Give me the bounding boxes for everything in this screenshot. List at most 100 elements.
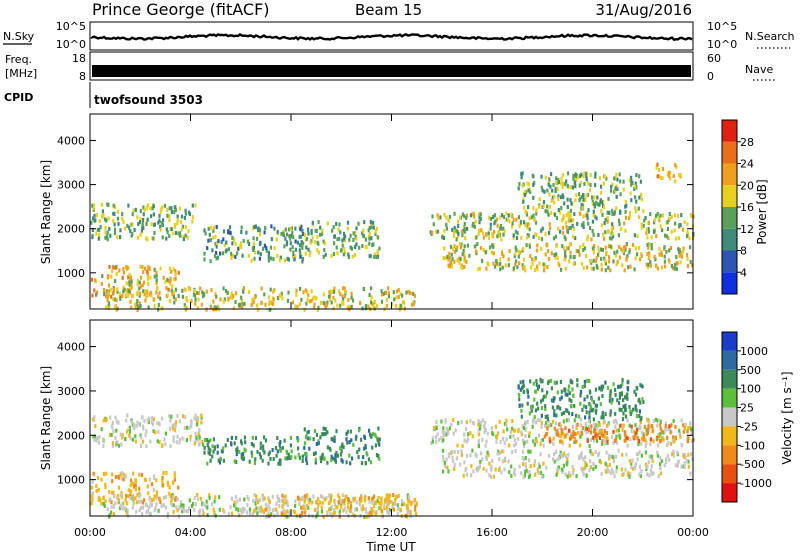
velocity-cell bbox=[528, 411, 531, 416]
velocity-cell bbox=[358, 428, 361, 433]
power-cell bbox=[616, 259, 619, 264]
power-cell bbox=[368, 226, 371, 230]
velocity-cell bbox=[367, 457, 370, 462]
power-cell bbox=[107, 283, 111, 288]
velocity-cell bbox=[551, 405, 554, 410]
velocity-cell bbox=[243, 447, 246, 452]
velocity-cell bbox=[187, 509, 190, 514]
power-cell bbox=[112, 297, 115, 302]
power-cell bbox=[184, 211, 187, 216]
velocity-cell bbox=[337, 493, 340, 498]
velocity-cell bbox=[571, 464, 574, 469]
power-cell bbox=[330, 289, 333, 294]
velocity-cell bbox=[524, 462, 527, 467]
velocity-cell bbox=[303, 427, 306, 432]
power-cell bbox=[500, 237, 503, 242]
velocity-cell bbox=[213, 446, 216, 451]
power-cell bbox=[506, 217, 509, 222]
velocity-cell bbox=[477, 419, 480, 424]
velocity-cell bbox=[175, 505, 178, 510]
power-cell bbox=[531, 173, 534, 178]
power-cell bbox=[136, 235, 140, 240]
power-cell bbox=[259, 252, 262, 257]
velocity-cell bbox=[556, 457, 559, 462]
velocity-cell bbox=[479, 426, 482, 431]
velocity-cell bbox=[612, 419, 615, 424]
power-cell bbox=[194, 203, 197, 208]
power-cell bbox=[510, 224, 514, 229]
power-cell bbox=[527, 182, 530, 187]
power-cell bbox=[139, 304, 142, 308]
velocity-cell bbox=[603, 429, 606, 434]
power-cell bbox=[530, 215, 533, 220]
power-cell bbox=[352, 238, 355, 242]
velocity-cell bbox=[173, 477, 176, 482]
velocity-cell bbox=[112, 429, 115, 434]
velocity-cell bbox=[130, 420, 133, 425]
power-ytick-label: 4000 bbox=[57, 134, 85, 147]
velocity-cell bbox=[95, 438, 98, 443]
velocity-cell bbox=[355, 434, 358, 439]
power-colorbar-segment bbox=[722, 272, 737, 294]
velocity-cell bbox=[207, 439, 210, 444]
velocity-cell bbox=[568, 391, 571, 396]
power-cell bbox=[459, 245, 463, 250]
power-cell bbox=[517, 254, 520, 259]
velocity-cell bbox=[261, 458, 264, 463]
velocity-cell bbox=[198, 513, 201, 518]
velocity-cell bbox=[531, 424, 534, 429]
power-cell bbox=[557, 226, 560, 231]
power-cell bbox=[169, 281, 172, 286]
velocity-cell bbox=[254, 498, 257, 503]
power-cell bbox=[585, 193, 588, 198]
power-cell bbox=[512, 233, 515, 238]
power-cell bbox=[659, 175, 662, 180]
power-cell bbox=[373, 300, 376, 305]
power-cell bbox=[368, 236, 371, 241]
power-cell bbox=[165, 286, 168, 291]
power-cell bbox=[401, 293, 404, 298]
velocity-cell bbox=[666, 435, 669, 440]
velocity-cell bbox=[191, 502, 195, 506]
velocity-cell bbox=[251, 453, 254, 458]
power-cell bbox=[319, 225, 322, 230]
power-cell bbox=[592, 202, 596, 207]
velocity-cell bbox=[178, 440, 181, 445]
power-cell bbox=[622, 187, 625, 192]
power-cell bbox=[492, 251, 495, 256]
velocity-cell bbox=[354, 436, 357, 441]
power-cell bbox=[94, 278, 97, 283]
power-cell bbox=[113, 222, 116, 227]
velocity-cell bbox=[499, 439, 502, 444]
velocity-cell bbox=[187, 426, 191, 430]
velocity-cell bbox=[283, 495, 286, 500]
power-cell bbox=[142, 280, 146, 285]
velocity-cell bbox=[478, 464, 481, 469]
velocity-cell bbox=[316, 507, 319, 512]
velocity-cell bbox=[94, 424, 97, 428]
velocity-cell bbox=[119, 432, 122, 437]
velocity-cell bbox=[682, 429, 685, 434]
velocity-cell bbox=[303, 504, 306, 509]
velocity-cell bbox=[355, 500, 358, 505]
velocity-cell bbox=[616, 398, 619, 403]
velocity-cell bbox=[680, 418, 683, 423]
velocity-cell bbox=[238, 513, 241, 518]
velocity-cell bbox=[614, 393, 617, 397]
velocity-cell bbox=[432, 426, 435, 430]
power-cell bbox=[594, 183, 597, 188]
velocity-cell bbox=[91, 498, 94, 503]
power-cell bbox=[612, 234, 615, 239]
power-cell bbox=[463, 244, 466, 249]
power-cell bbox=[234, 300, 237, 304]
power-cell bbox=[587, 181, 590, 186]
power-cell bbox=[578, 183, 581, 188]
power-cell bbox=[450, 264, 454, 269]
power-cell bbox=[107, 292, 111, 297]
power-scatter-cells bbox=[90, 162, 695, 313]
power-cell bbox=[677, 247, 680, 252]
velocity-cell bbox=[328, 493, 331, 498]
velocity-cell bbox=[460, 449, 463, 454]
velocity-cell bbox=[119, 472, 122, 477]
velocity-cell bbox=[520, 414, 523, 419]
